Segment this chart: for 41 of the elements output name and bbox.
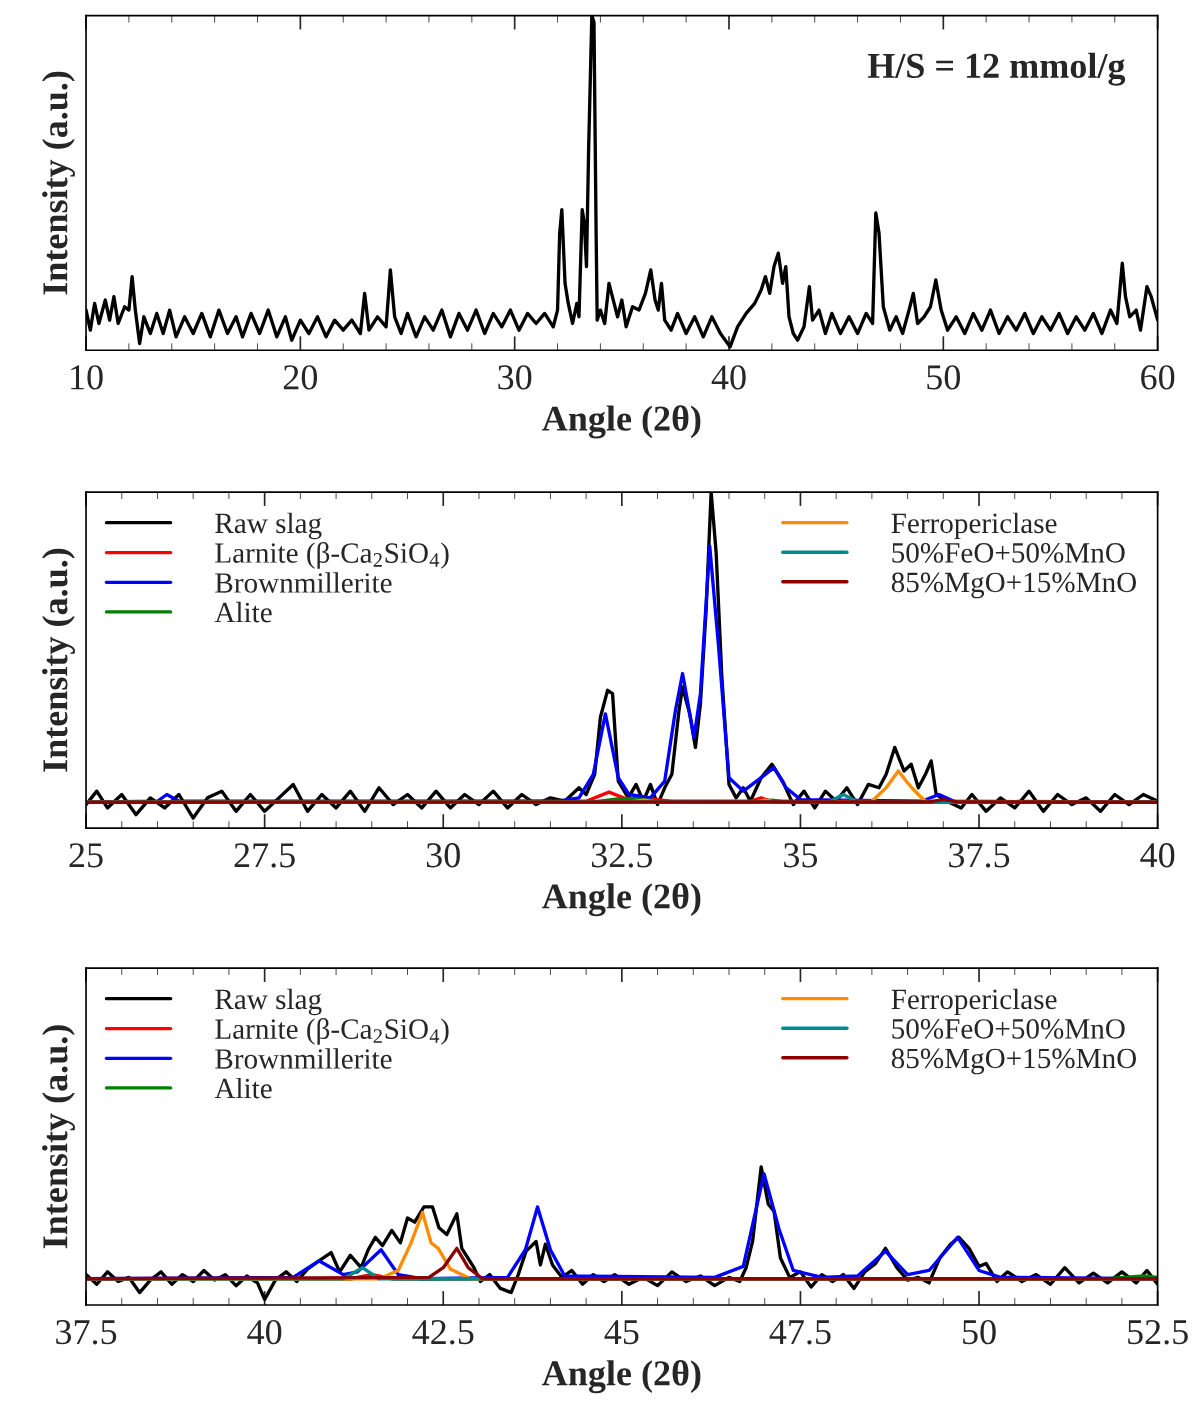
x-tick-label: 27.5 <box>234 843 295 868</box>
x-axis-title: Angle (2θ) <box>542 405 701 439</box>
y-axis-title: Intensity (a.u.) <box>42 548 75 772</box>
x-tick-label: 20 <box>283 365 318 390</box>
x-tick-label: 37.5 <box>949 843 1010 868</box>
legend-label: Larnite (β-Ca$_{2}$SiO$_{4}$) <box>215 1018 449 1045</box>
legend-label: Raw slag <box>215 988 322 1016</box>
legend-label: Brownmillerite <box>215 572 392 593</box>
x-tick-label: 25 <box>69 843 103 868</box>
y-axis-title: Intensity (a.u.) <box>42 1025 75 1249</box>
x-tick-label: 35 <box>784 843 818 868</box>
legend-label: 85%MgO+15%MnO <box>891 572 1137 599</box>
annotation: H/S = 12 mmol/g <box>867 52 1126 86</box>
x-axis-title: Angle (2θ) <box>542 1359 701 1394</box>
legend-label: Alite <box>214 601 272 623</box>
legend-label: Ferropericlase <box>891 512 1057 540</box>
x-tick-label: 52.5 <box>1128 1320 1188 1345</box>
legend-label: 85%MgO+15%MnO <box>891 1048 1137 1075</box>
x-tick-label: 30 <box>426 843 460 868</box>
x-tick-label: 37.5 <box>56 1320 117 1345</box>
x-tick-label: 45 <box>604 1320 639 1345</box>
x-tick-label: 60 <box>1141 365 1175 390</box>
legend-label: Brownmillerite <box>215 1048 392 1069</box>
x-axis-title: Angle (2θ) <box>542 883 701 917</box>
legend-label: Raw slag <box>215 512 322 540</box>
x-tick-label: 47.5 <box>769 1320 831 1345</box>
x-tick-label: 40 <box>247 1319 282 1345</box>
x-tick-label: 42.5 <box>412 1320 474 1345</box>
y-axis-title: Intensity (a.u.) <box>42 71 75 295</box>
legend-label: 50%FeO+50%MnO <box>892 543 1125 563</box>
x-tick-label: 40 <box>711 365 746 390</box>
x-tick-label: 50 <box>963 1319 996 1345</box>
legend-label: Ferropericlase <box>891 988 1057 1016</box>
legend-label: Larnite (β-Ca$_{2}$SiO$_{4}$) <box>215 542 449 569</box>
legend-label: Alite <box>214 1077 272 1099</box>
x-tick-label: 10 <box>71 365 103 390</box>
x-tick-label: 32.5 <box>591 843 653 868</box>
x-tick-label: 50 <box>927 365 960 390</box>
x-tick-label: 40 <box>1140 843 1175 868</box>
legend-label: 50%FeO+50%MnO <box>892 1019 1125 1039</box>
x-tick-label: 30 <box>498 365 532 390</box>
